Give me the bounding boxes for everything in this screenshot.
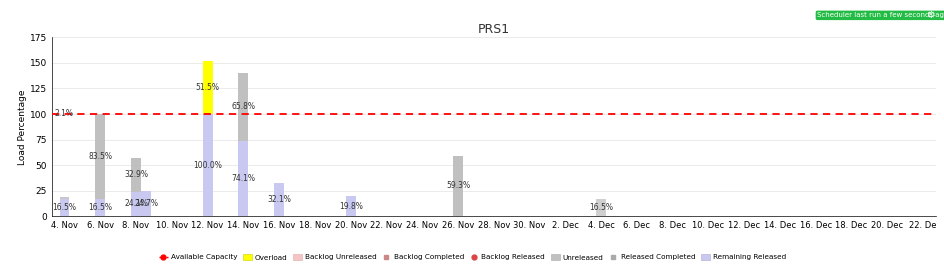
Bar bbox=[95, 114, 105, 199]
Text: 65.8%: 65.8% bbox=[231, 102, 255, 111]
Text: 59.3%: 59.3% bbox=[446, 182, 469, 190]
Bar bbox=[142, 191, 151, 216]
Text: 24.1%: 24.1% bbox=[124, 199, 148, 209]
Bar bbox=[131, 158, 141, 192]
Text: 83.5%: 83.5% bbox=[88, 152, 112, 161]
Text: 16.5%: 16.5% bbox=[588, 203, 613, 212]
Text: 32.1%: 32.1% bbox=[267, 195, 291, 204]
Bar bbox=[131, 192, 141, 216]
Text: 24.7%: 24.7% bbox=[134, 199, 158, 208]
Text: 19.8%: 19.8% bbox=[338, 202, 362, 211]
Legend: Available Capacity, Overload, Backlog Unreleased, Backlog Completed, Backlog Rel: Available Capacity, Overload, Backlog Un… bbox=[156, 252, 788, 263]
Bar bbox=[202, 114, 212, 216]
Bar bbox=[59, 197, 69, 199]
Text: 16.5%: 16.5% bbox=[88, 203, 112, 212]
Text: ⚙: ⚙ bbox=[925, 10, 935, 20]
Text: 16.5%: 16.5% bbox=[53, 203, 76, 212]
Text: Resource Load Graph: Resource Load Graph bbox=[8, 11, 116, 20]
Text: 51.5%: 51.5% bbox=[195, 83, 219, 92]
Text: 32.9%: 32.9% bbox=[124, 170, 148, 179]
Bar bbox=[202, 61, 212, 114]
Y-axis label: Load Percentage: Load Percentage bbox=[18, 89, 27, 164]
Text: 100.0%: 100.0% bbox=[193, 161, 222, 170]
Bar bbox=[95, 199, 105, 216]
Bar bbox=[238, 73, 248, 140]
Bar bbox=[59, 199, 69, 216]
Text: 2.1%: 2.1% bbox=[55, 109, 74, 118]
Bar bbox=[452, 156, 463, 216]
Text: Scheduler last run a few seconds ago: Scheduler last run a few seconds ago bbox=[817, 12, 944, 18]
Bar bbox=[596, 199, 605, 216]
Bar bbox=[274, 183, 284, 216]
Title: PRS1: PRS1 bbox=[478, 23, 509, 36]
Bar bbox=[346, 196, 355, 216]
Text: 74.1%: 74.1% bbox=[231, 174, 255, 183]
Bar bbox=[238, 140, 248, 216]
